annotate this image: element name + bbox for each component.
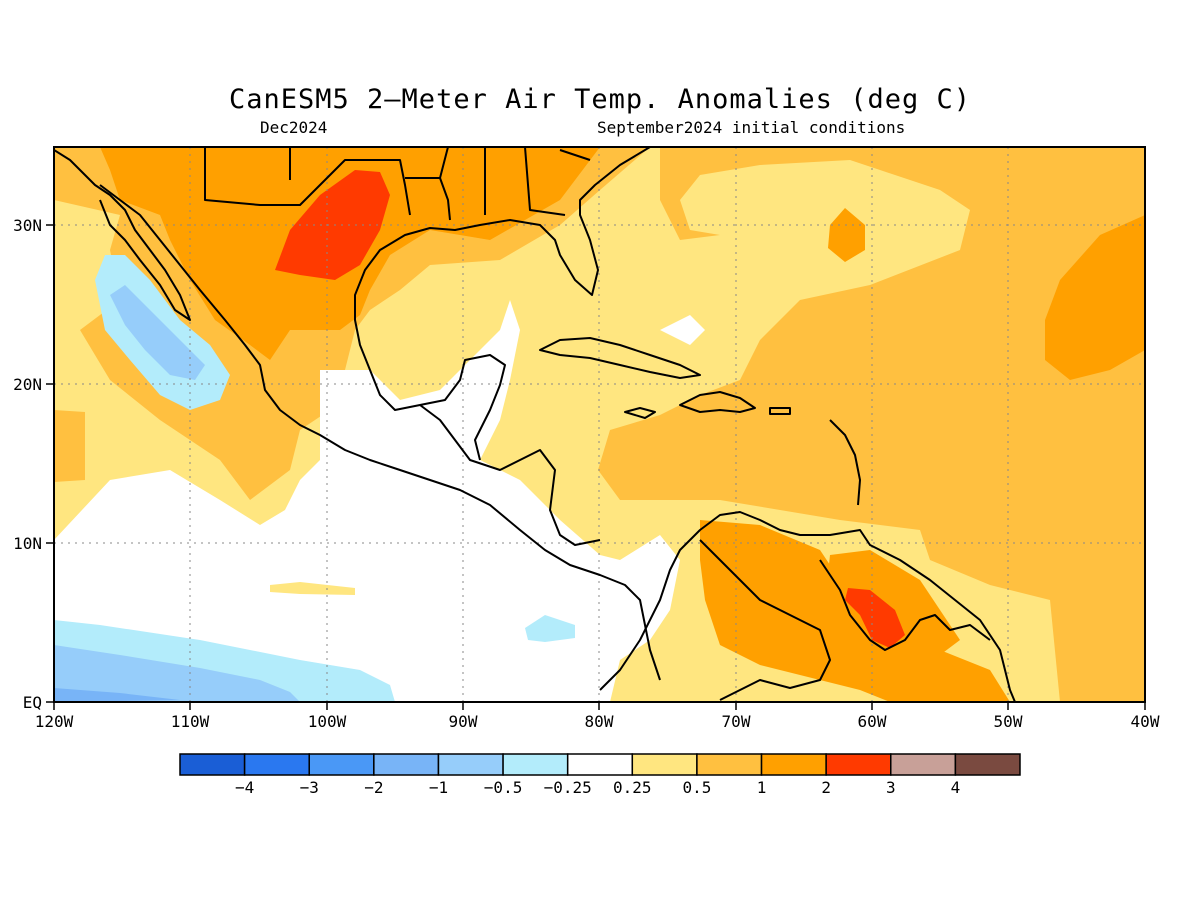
gridlines: [54, 147, 1145, 702]
field-2-3-texas: [275, 170, 390, 280]
colorbar-label: −0.25: [544, 778, 592, 797]
field-neutral-gulf-bubble: [660, 315, 705, 345]
lon-label-110w: 110W: [171, 712, 210, 731]
field-neg-025-small: [525, 615, 575, 642]
colorbar-label: −2: [364, 778, 383, 797]
lat-label-10n: 10N: [13, 534, 42, 553]
field-1-2-atlantic: [1045, 215, 1145, 380]
lon-label-120w: 120W: [35, 712, 74, 731]
field-neg-05: [54, 645, 300, 702]
lon-label-90w: 90W: [449, 712, 478, 731]
colorbar-swatch: [954, 753, 1021, 776]
colorbar-swatch: [890, 753, 957, 776]
colorbar-swatch: [502, 753, 569, 776]
field-neg-05-baja: [110, 285, 205, 380]
colorbar-swatch: [373, 753, 440, 776]
colorbar-label: −0.5: [484, 778, 523, 797]
field-yellow-streak: [270, 582, 355, 595]
map-title: CanESM5 2–Meter Air Temp. Anomalies (deg…: [229, 84, 971, 115]
forecast-month: Dec2024: [260, 118, 328, 137]
lon-label-70w: 70W: [722, 712, 751, 731]
field-0.5-1-pacific: [54, 410, 85, 482]
map-panel: [54, 147, 1145, 702]
lat-label-20n: 20N: [13, 375, 42, 394]
lon-label-80w: 80W: [585, 712, 614, 731]
colorbar-label: −1: [429, 778, 448, 797]
field-1-2-bubble: [828, 208, 865, 262]
lon-label-60w: 60W: [858, 712, 887, 731]
colorbar-swatch: [308, 753, 375, 776]
field-neg-1: [54, 688, 180, 702]
lon-label-100w: 100W: [308, 712, 347, 731]
field-2-3-guyana: [845, 588, 905, 648]
lon-label-50w: 50W: [994, 712, 1023, 731]
colorbar-swatch: [696, 753, 763, 776]
colorbar-label: 0.25: [613, 778, 652, 797]
colorbar-swatch: [631, 753, 698, 776]
colorbar-swatch: [566, 753, 634, 776]
axis-ticks: [46, 224, 1146, 710]
field-neutral-pacific: [54, 300, 680, 702]
colorbar-label: 3: [886, 778, 896, 797]
colorbar-label: −4: [235, 778, 254, 797]
colorbar-label: 0.5: [682, 778, 711, 797]
lat-label-30n: 30N: [13, 216, 42, 235]
lat-label-eq: EQ: [23, 693, 42, 712]
colorbar-swatch: [179, 753, 246, 776]
colorbar: −4 −3 −2 −1 −0.5 −0.25 0.25 0.5 1 2 3 4: [179, 753, 1021, 797]
colorbar-swatch: [825, 753, 892, 776]
lon-label-40w: 40W: [1131, 712, 1160, 731]
colorbar-label: 4: [951, 778, 961, 797]
field-0.5-1-atlantic: [598, 147, 1145, 702]
colorbar-swatch: [760, 753, 827, 776]
colorbar-label: 2: [821, 778, 831, 797]
colorbar-label: 1: [757, 778, 767, 797]
colorbar-label: −3: [300, 778, 319, 797]
coastlines: [54, 147, 1016, 702]
colorbar-swatch: [437, 753, 504, 776]
initial-conditions: September2024 initial conditions: [597, 118, 906, 137]
colorbar-swatch: [243, 753, 310, 776]
